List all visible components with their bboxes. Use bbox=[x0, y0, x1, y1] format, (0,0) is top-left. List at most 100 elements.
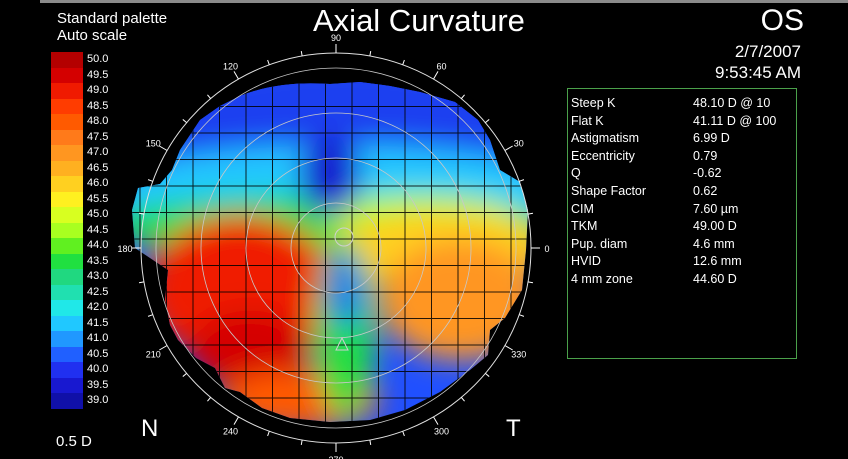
scale-row: 48.0 bbox=[51, 114, 131, 130]
scale-value: 39.5 bbox=[87, 378, 109, 391]
axis-tick bbox=[159, 345, 168, 351]
nasal-label: N bbox=[141, 415, 159, 442]
stat-value: 6.99 D bbox=[693, 131, 730, 146]
exam-time: 9:53:45 AM bbox=[714, 63, 801, 82]
stat-label: Pup. diam bbox=[571, 236, 628, 251]
axis-label: 60 bbox=[436, 61, 446, 71]
stat-row: TKM 49.00 D bbox=[568, 218, 796, 236]
scale-value: 41.5 bbox=[87, 316, 109, 329]
axis-label: 210 bbox=[146, 350, 161, 360]
axis-tick bbox=[267, 431, 270, 437]
scale-swatch bbox=[51, 145, 83, 161]
scale-row: 45.0 bbox=[51, 207, 131, 223]
axis-tick bbox=[138, 212, 145, 215]
stat-row: Shape Factor 0.62 bbox=[568, 183, 796, 201]
scale-swatch bbox=[51, 191, 83, 207]
scale-row: 47.5 bbox=[51, 129, 131, 145]
scale-swatch bbox=[51, 269, 83, 285]
axis-tick bbox=[402, 431, 405, 437]
scale-swatch bbox=[51, 393, 83, 409]
stat-value: 0.62 bbox=[693, 184, 718, 198]
stat-label: Astigmatism bbox=[571, 131, 640, 146]
axis-label: 150 bbox=[146, 139, 161, 149]
scale-mode: Auto scale bbox=[57, 27, 128, 44]
scale-swatch bbox=[51, 346, 83, 362]
axis-label: 90 bbox=[331, 33, 341, 43]
scale-value: 39.0 bbox=[87, 394, 109, 406]
axis-tick bbox=[369, 439, 372, 446]
scale-swatch bbox=[51, 331, 83, 347]
axis-tick bbox=[267, 59, 270, 65]
scale-step: 0.5 D bbox=[56, 433, 92, 450]
stat-row: Pup. diam 4.6 mm bbox=[568, 236, 796, 254]
axis-tick bbox=[207, 94, 212, 99]
scale-row: 49.5 bbox=[51, 67, 131, 83]
scale-swatch bbox=[51, 129, 83, 145]
axis-tick bbox=[433, 416, 439, 425]
axis-tick bbox=[182, 119, 187, 124]
scale-value: 49.5 bbox=[87, 68, 109, 81]
scale-swatch bbox=[51, 176, 83, 192]
scale-swatch bbox=[51, 67, 83, 83]
scale-value: 50.0 bbox=[87, 53, 109, 65]
axis-tick bbox=[402, 59, 405, 65]
axis-tick bbox=[369, 50, 372, 57]
axis-tick bbox=[460, 94, 465, 99]
stat-label: Q bbox=[571, 166, 581, 181]
axis-tick bbox=[527, 281, 534, 284]
scale-swatch bbox=[51, 160, 83, 176]
palette-header: Standard palette Auto scale bbox=[57, 10, 167, 44]
stat-value: 44.60 D bbox=[693, 272, 737, 286]
scale-swatch bbox=[51, 253, 83, 269]
axis-tick bbox=[159, 145, 168, 151]
scale-row: 49.0 bbox=[51, 83, 131, 99]
axis-tick bbox=[433, 71, 439, 80]
stat-row: Steep K 48.10 D @ 10 bbox=[568, 95, 796, 113]
stat-row: Eccentricity 0.79 bbox=[568, 148, 796, 166]
scale-value: 47.0 bbox=[87, 146, 109, 158]
stat-label: TKM bbox=[571, 219, 598, 234]
stat-row: HVID 12.6 mm bbox=[568, 253, 796, 271]
scale-swatch bbox=[51, 362, 83, 378]
scale-row: 39.0 bbox=[51, 393, 131, 409]
scale-swatch bbox=[51, 114, 83, 130]
scale-value: 43.0 bbox=[87, 270, 109, 282]
axis-tick bbox=[147, 314, 153, 317]
scale-swatch bbox=[51, 222, 83, 238]
scale-swatch bbox=[51, 300, 83, 316]
scale-row: 44.0 bbox=[51, 238, 131, 254]
scale-value: 44.5 bbox=[87, 223, 109, 236]
scale-swatch bbox=[51, 238, 83, 254]
axis-tick bbox=[147, 179, 153, 182]
axis-tick bbox=[300, 439, 303, 446]
scale-row: 50.0 bbox=[51, 52, 131, 68]
axis-label: 240 bbox=[223, 427, 238, 437]
scale-swatch bbox=[51, 98, 83, 114]
stat-label: CIM bbox=[571, 201, 594, 216]
stat-value: 49.00 D bbox=[693, 219, 737, 234]
scale-row: 46.0 bbox=[51, 176, 131, 192]
stat-row: 4 mm zone 44.60 D bbox=[568, 271, 796, 289]
scale-row: 44.5 bbox=[51, 222, 131, 238]
scale-value: 42.5 bbox=[87, 285, 109, 298]
scale-value: 42.0 bbox=[87, 301, 109, 313]
map-ring bbox=[245, 157, 427, 339]
scale-value: 44.0 bbox=[87, 239, 109, 251]
map-ring bbox=[290, 202, 382, 294]
map-title: Axial Curvature bbox=[313, 3, 525, 38]
eye-label: OS bbox=[760, 4, 804, 37]
scale-swatch bbox=[51, 284, 83, 300]
map-ring bbox=[200, 112, 472, 384]
axis-tick bbox=[485, 372, 490, 377]
axis-label: 330 bbox=[511, 350, 526, 360]
scale-swatch bbox=[51, 315, 83, 331]
axis-tick bbox=[182, 372, 187, 377]
map-ring bbox=[155, 67, 517, 429]
axis-tick bbox=[504, 145, 513, 151]
scale-row: 43.5 bbox=[51, 253, 131, 269]
axis-tick bbox=[233, 416, 239, 425]
stat-value: 0.79 bbox=[693, 148, 718, 163]
axis-label: 180 bbox=[117, 244, 132, 254]
scale-value: 48.0 bbox=[87, 115, 109, 127]
scale-value: 41.0 bbox=[87, 332, 109, 344]
